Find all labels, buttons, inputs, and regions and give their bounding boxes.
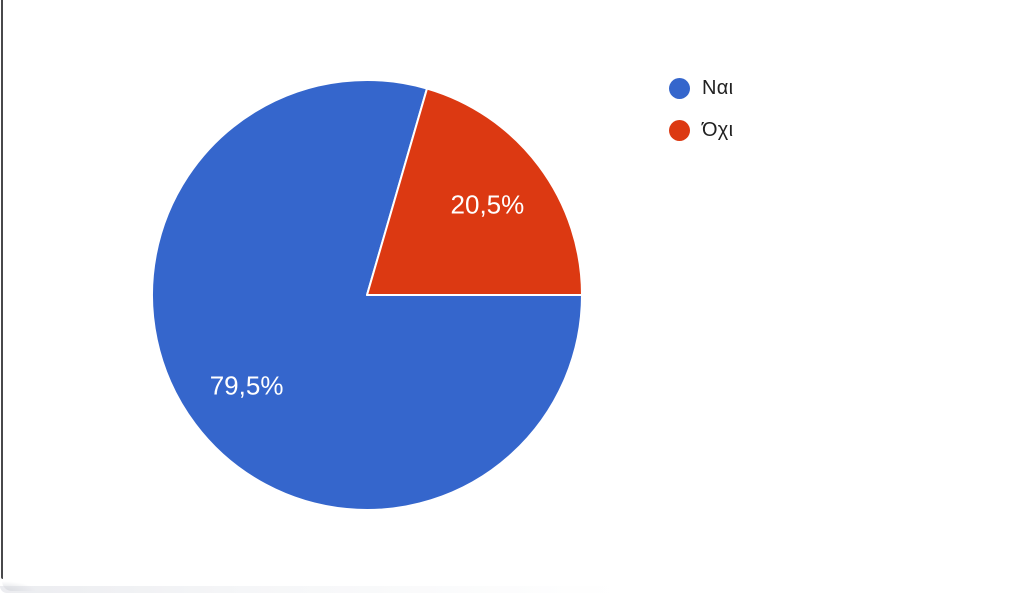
legend-label-ochi: Όχι <box>702 119 734 141</box>
legend-label-nai: Ναι <box>702 77 734 99</box>
pie-slice-1 <box>366 87 583 296</box>
pie-slice-label-1: 20,5% <box>451 190 525 220</box>
window-bottom-shadow <box>0 586 620 593</box>
legend-swatch-nai-icon <box>669 78 690 99</box>
pie-slice-0 <box>151 79 583 511</box>
legend-item-nai: Ναι <box>669 77 733 100</box>
window-left-border <box>1 0 3 579</box>
window-corner-shadow <box>2 581 36 591</box>
chart-legend: Ναι Όχι <box>669 77 733 142</box>
pie-slice-label-0: 79,5% <box>210 371 284 401</box>
legend-swatch-ochi-icon <box>669 120 690 141</box>
legend-item-ochi: Όχι <box>669 119 733 142</box>
